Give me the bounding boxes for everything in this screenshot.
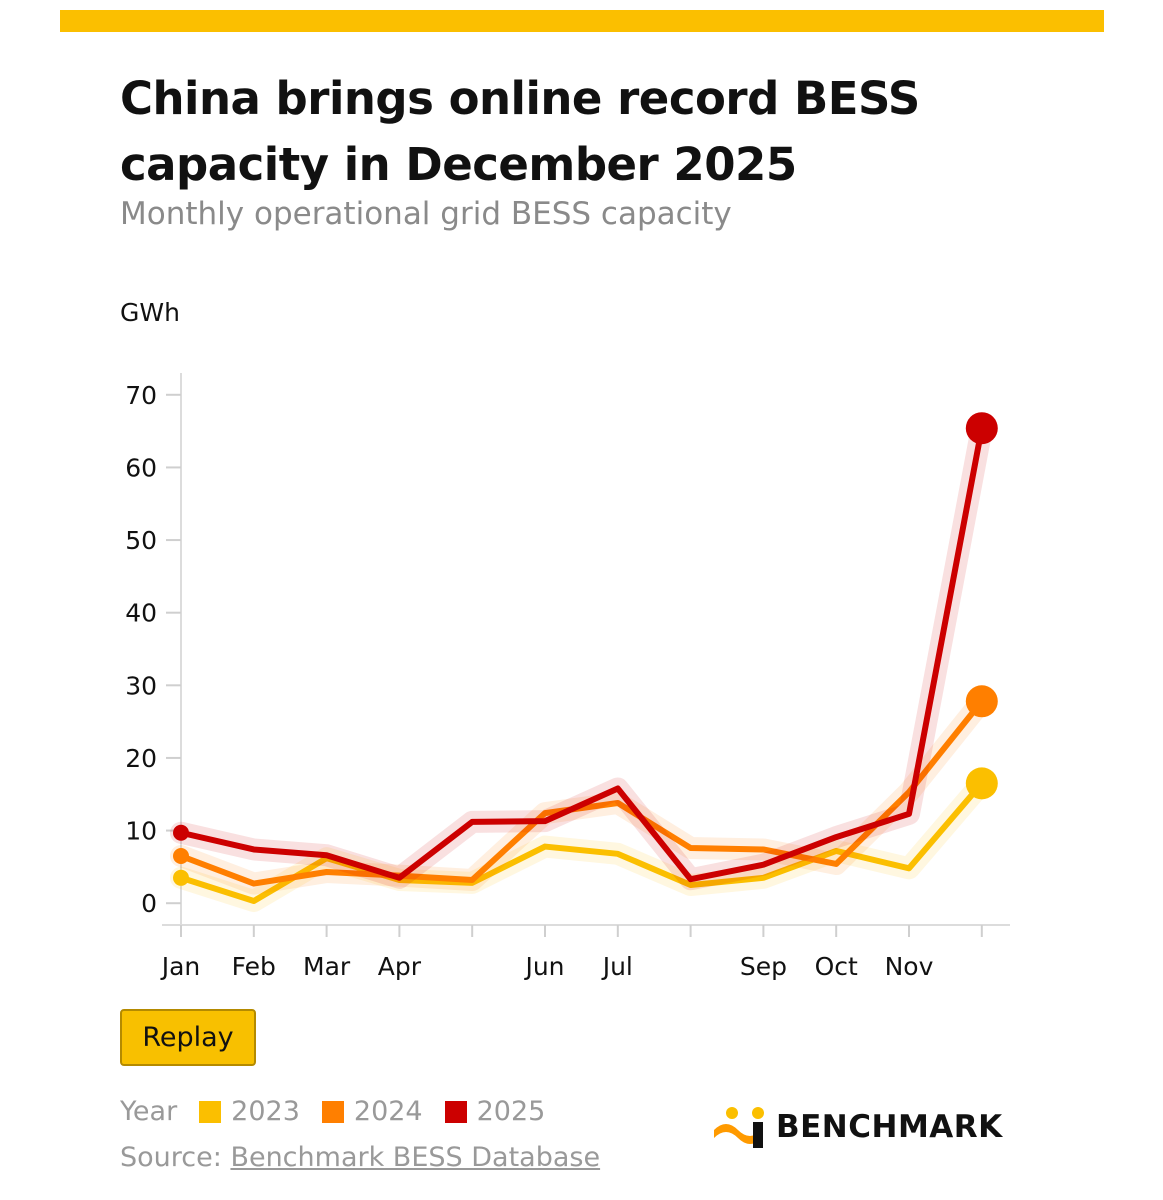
x-tick-label: Oct [815, 952, 858, 981]
benchmark-logo-text: BENCHMARK [776, 1109, 1003, 1145]
legend-label: Year [120, 1096, 178, 1127]
x-tick-label: Jun [523, 952, 564, 981]
y-tick-label: 10 [125, 817, 157, 846]
series-glow-2025 [170, 417, 993, 891]
benchmark-logo: BENCHMARK [712, 1104, 1003, 1150]
legend-item-label: 2024 [353, 1096, 423, 1127]
y-tick-label: 40 [125, 599, 157, 628]
source-link[interactable]: Benchmark BESS Database [230, 1142, 601, 1173]
x-tick-label: Feb [232, 952, 276, 981]
y-tick-label: 50 [125, 526, 157, 555]
series-end-point-2023 [965, 767, 998, 800]
chart-subtitle: Monthly operational grid BESS capacity [120, 196, 732, 232]
series-start-point-2025 [173, 824, 189, 841]
series-start-point-2023 [173, 869, 189, 886]
legend: Year 2023 2024 2025 [120, 1096, 545, 1127]
series-line-2025 [178, 425, 985, 883]
chart-title: China brings online record BESS capacity… [120, 72, 920, 191]
x-tick-label: Jan [160, 952, 201, 981]
y-tick-label: 20 [125, 744, 157, 773]
benchmark-logo-icon [714, 1107, 764, 1148]
top-accent-bar [60, 10, 1104, 32]
replay-button[interactable]: Replay [120, 1009, 256, 1066]
x-tick-label: Apr [378, 952, 422, 981]
y-axis-unit: GWh [120, 298, 180, 327]
source-prefix: Source: [120, 1142, 222, 1173]
x-tick-label: Nov [885, 952, 934, 981]
legend-item-2024[interactable]: 2024 [321, 1096, 423, 1127]
source-note: Source: Benchmark BESS Database [120, 1142, 600, 1173]
series-end-point-2025 [965, 412, 998, 445]
legend-swatch [444, 1100, 467, 1123]
legend-swatch [321, 1100, 344, 1123]
legend-swatch [199, 1100, 222, 1123]
x-tick-label: Sep [740, 952, 787, 981]
legend-item-label: 2023 [231, 1096, 300, 1127]
line-chart: 0 10 20 30 40 50 60 70 Jan Feb Mar Apr Jun Jul Sep Oct N… [125, 373, 1010, 981]
series-end-point-2024 [965, 685, 998, 718]
y-tick-label: 0 [141, 889, 157, 918]
x-tick-label: Jul [601, 952, 633, 981]
series-start-point-2024 [173, 848, 189, 864]
y-tick-label: 70 [125, 381, 157, 410]
legend-item-label: 2025 [476, 1096, 546, 1127]
y-tick-label: 60 [125, 453, 157, 482]
x-tick-label: Mar [303, 952, 351, 981]
legend-item-2025[interactable]: 2025 [444, 1096, 546, 1127]
legend-item-2023[interactable]: 2023 [199, 1096, 300, 1127]
y-tick-label: 30 [125, 671, 157, 700]
